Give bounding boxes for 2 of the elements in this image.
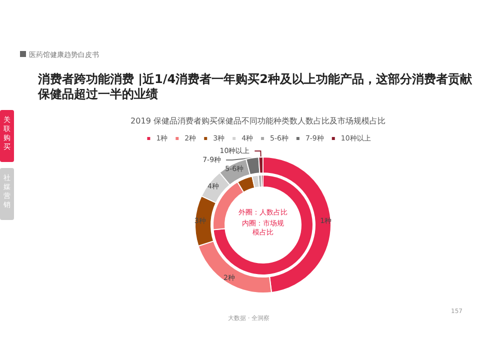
- chart-title: 消费者跨功能消费 |近1/4消费者一年购买2种及以上功能产品，这部分消费者贡献保健品超过一半的业绩: [38, 72, 473, 102]
- chart-subtitle: 2019 保健品消费者购买保健品不同功能种类数人数占比及市场规模占比: [130, 116, 386, 126]
